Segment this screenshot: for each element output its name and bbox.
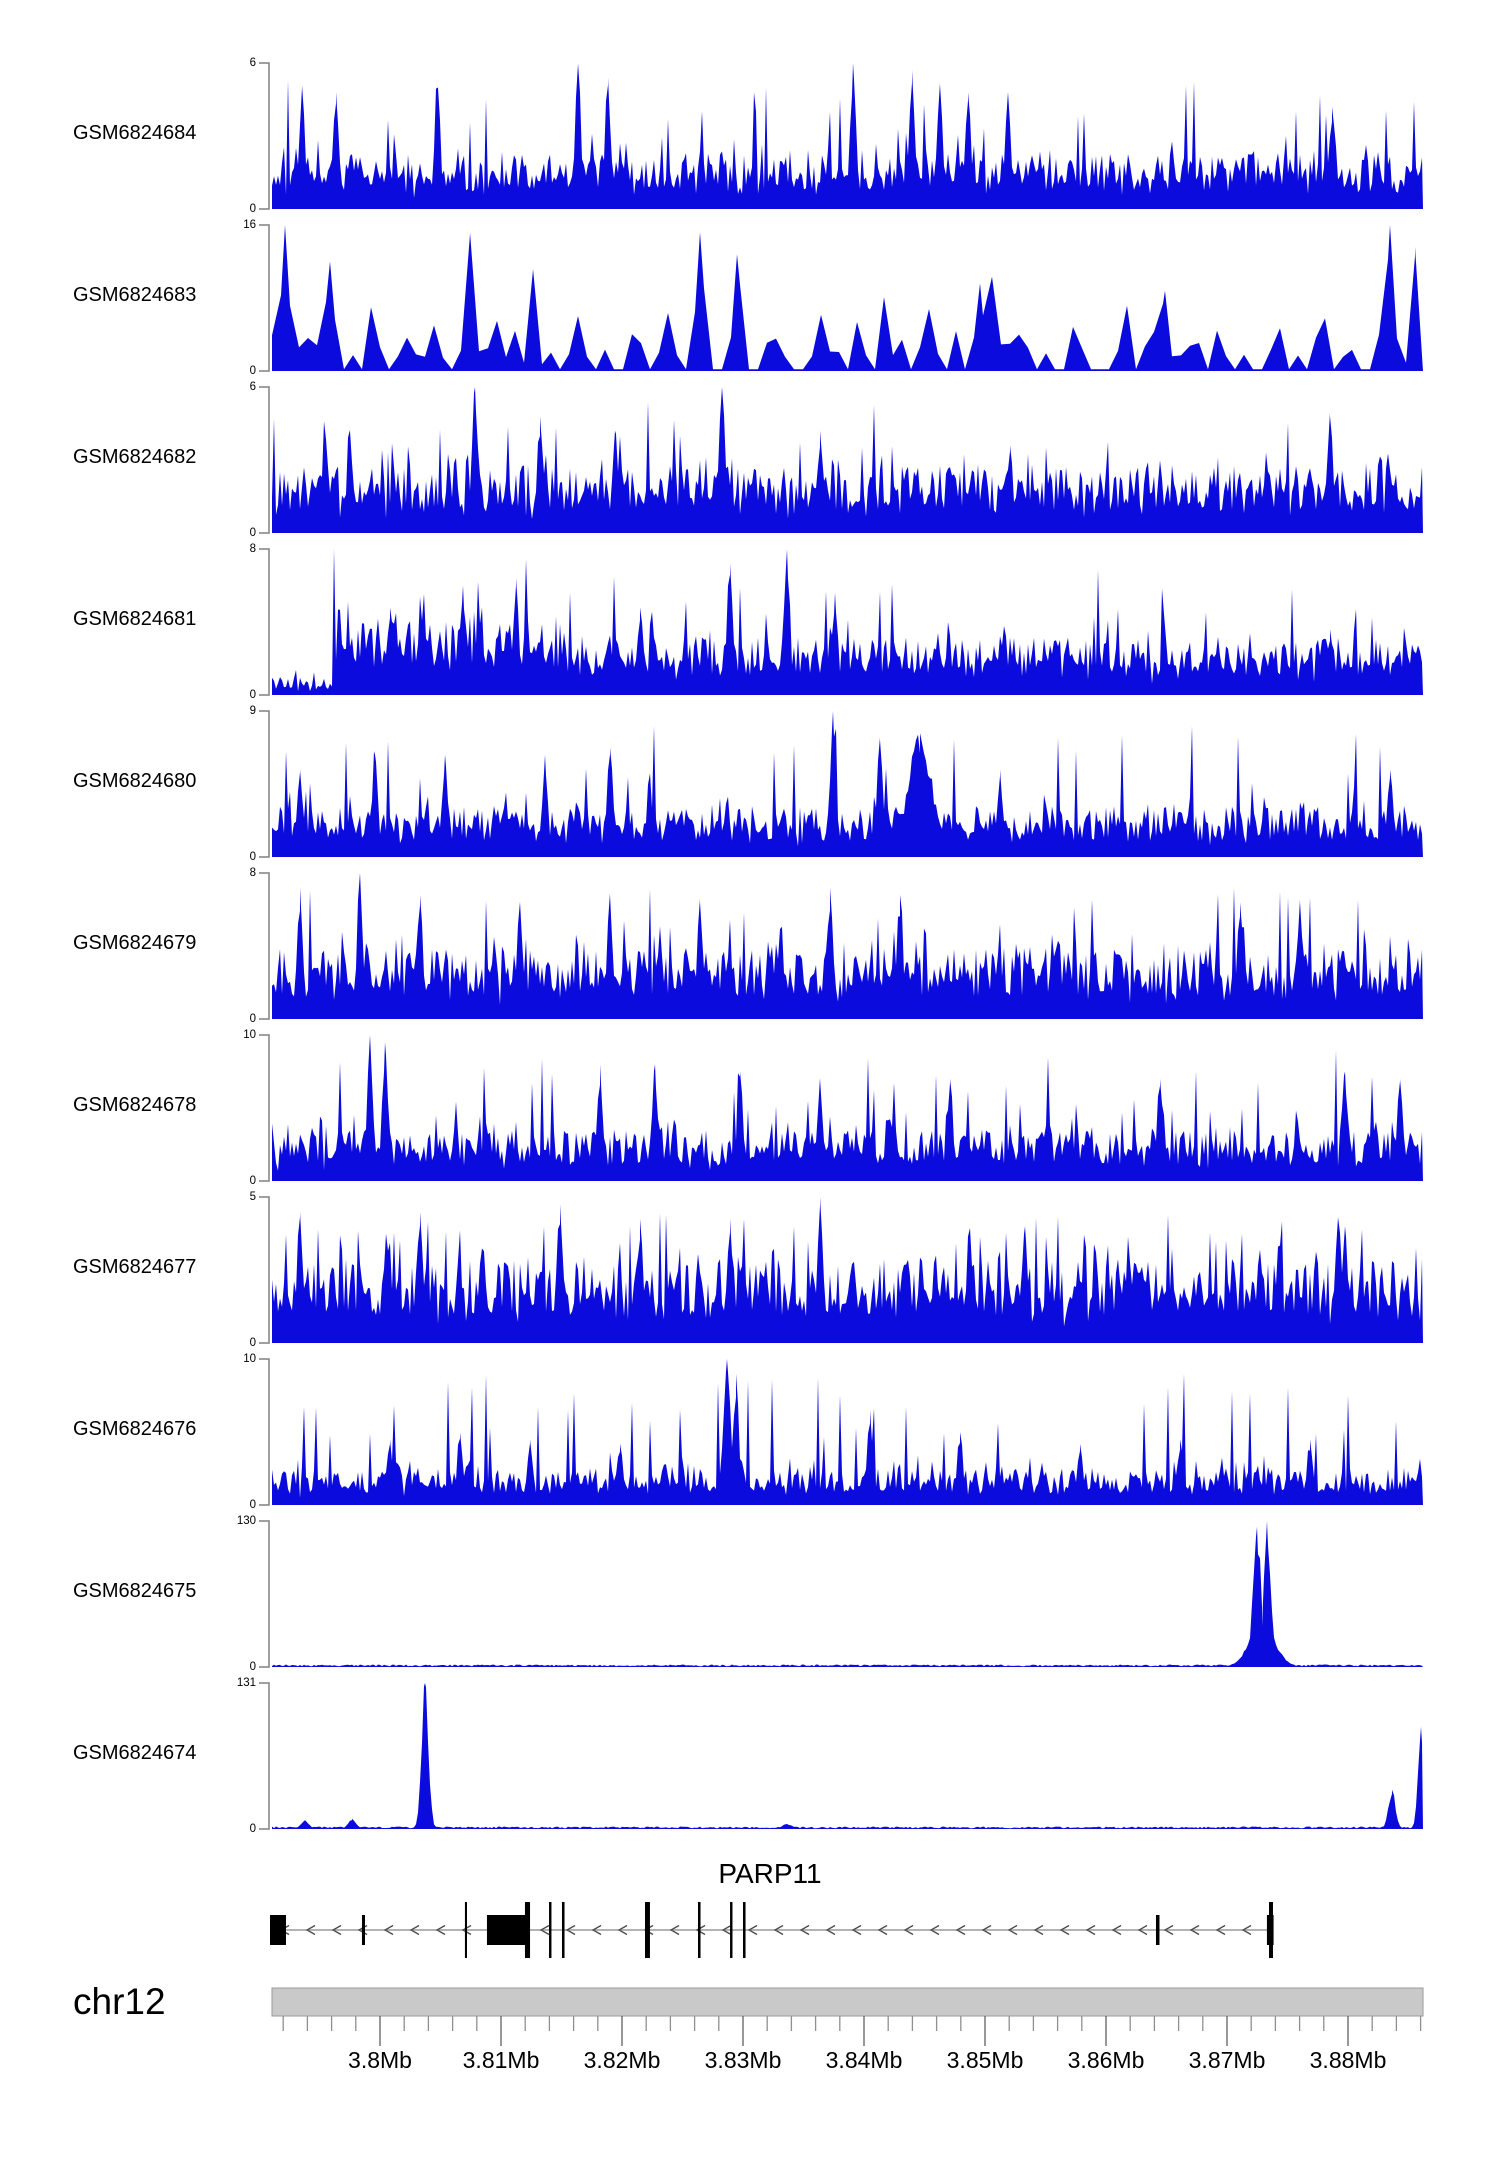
gene-exon: [1268, 1902, 1273, 1958]
y-axis-max-label: 5: [249, 1191, 256, 1203]
gene-exon: [743, 1902, 746, 1958]
coverage-signal-area: [272, 1683, 1423, 1829]
y-axis-zero-label: 0: [249, 851, 256, 863]
coverage-signal-area: [272, 387, 1423, 533]
track-sample-label: GSM6824676: [73, 1418, 197, 1440]
track-sample-label: GSM6824679: [73, 932, 197, 954]
y-axis-zero-label: 0: [249, 203, 256, 215]
y-axis-zero-label: 0: [249, 1175, 256, 1187]
y-axis-bracket: [259, 872, 270, 1020]
y-axis-zero-label: 0: [249, 1013, 256, 1025]
track-sample-label: GSM6824677: [73, 1256, 197, 1278]
y-axis-max-label: 131: [236, 1677, 256, 1689]
coverage-signal-area: [272, 1035, 1423, 1181]
x-axis-tick-label: 3.88Mb: [1309, 2047, 1387, 2073]
x-axis-tick-label: 3.8Mb: [348, 2047, 412, 2073]
y-axis-zero-label: 0: [249, 1499, 256, 1511]
y-axis-max-label: 9: [249, 705, 256, 717]
x-axis-tick-label: 3.83Mb: [704, 2047, 782, 2073]
gene-exon: [730, 1902, 733, 1958]
y-axis-max-label: 6: [249, 57, 256, 69]
y-axis-max-label: 8: [249, 867, 256, 879]
y-axis-zero-label: 0: [249, 1823, 256, 1835]
axis-major-ticks: [379, 2016, 1349, 2046]
y-axis-max-label: 16: [243, 219, 256, 231]
track-sample-label: GSM6824684: [73, 122, 197, 144]
gene-name-label: PARP11: [718, 1858, 822, 1889]
track-sample-label: GSM6824681: [73, 608, 197, 630]
y-axis-zero-label: 0: [249, 1337, 256, 1349]
track-sample-label: GSM6824683: [73, 284, 197, 306]
coverage-signal-area: [272, 549, 1423, 695]
gene-exon: [464, 1902, 467, 1958]
axis-minor-ticks: [282, 2016, 1422, 2031]
y-axis-bracket: [259, 224, 270, 372]
chromosome-ideogram-bar: [271, 1987, 1424, 2017]
gene-exon: [697, 1902, 701, 1958]
y-axis-zero-label: 0: [249, 527, 256, 539]
track-sample-label: GSM6824674: [73, 1742, 197, 1764]
x-axis-tick-label: 3.85Mb: [946, 2047, 1024, 2073]
track-sample-label: GSM6824678: [73, 1094, 197, 1116]
gene-exon: [561, 1902, 565, 1958]
x-axis-tick-label: 3.81Mb: [462, 2047, 540, 2073]
gene-exon: [361, 1915, 365, 1945]
track-sample-label: GSM6824675: [73, 1580, 197, 1602]
y-axis-max-label: 10: [243, 1029, 256, 1041]
y-axis-zero-label: 0: [249, 365, 256, 377]
x-axis-tick-label: 3.86Mb: [1067, 2047, 1145, 2073]
y-axis-bracket: [259, 62, 270, 210]
gene-exon: [1155, 1915, 1160, 1945]
gene-exon: [644, 1902, 650, 1958]
coverage-signal-area: [272, 711, 1423, 857]
gene-exon: [486, 1915, 528, 1945]
track-sample-label: GSM6824680: [73, 770, 197, 792]
y-axis-max-label: 10: [243, 1353, 256, 1365]
y-axis-max-label: 8: [249, 543, 256, 555]
y-axis-max-label: 6: [249, 381, 256, 393]
y-axis-bracket: [259, 548, 270, 696]
y-axis-zero-label: 0: [249, 689, 256, 701]
y-axis-max-label: 130: [236, 1515, 256, 1527]
gene-exon: [270, 1915, 286, 1945]
x-axis-tick-label: 3.84Mb: [825, 2047, 903, 2073]
coverage-signal-area: [272, 1197, 1423, 1343]
gene-exon: [524, 1902, 531, 1958]
y-axis-bracket: [259, 710, 270, 858]
x-axis-tick-label: 3.82Mb: [583, 2047, 661, 2073]
y-axis-bracket: [259, 1358, 270, 1506]
y-axis-bracket: [259, 1034, 270, 1182]
coverage-signal-area: [272, 873, 1423, 1019]
coverage-signal-area: [272, 63, 1423, 209]
coverage-signal-area: [272, 225, 1423, 371]
coverage-signal-area: [272, 1521, 1423, 1667]
gene-exon: [549, 1902, 552, 1958]
x-axis-tick-label: 3.87Mb: [1188, 2047, 1266, 2073]
y-axis-bracket: [259, 1520, 270, 1668]
y-axis-bracket: [259, 1682, 270, 1830]
track-sample-label: GSM6824682: [73, 446, 197, 468]
y-axis-bracket: [259, 1196, 270, 1344]
y-axis-zero-label: 0: [249, 1661, 256, 1673]
chromosome-label: chr12: [73, 1981, 166, 2022]
y-axis-bracket: [259, 386, 270, 534]
coverage-signal-area: [272, 1359, 1423, 1505]
